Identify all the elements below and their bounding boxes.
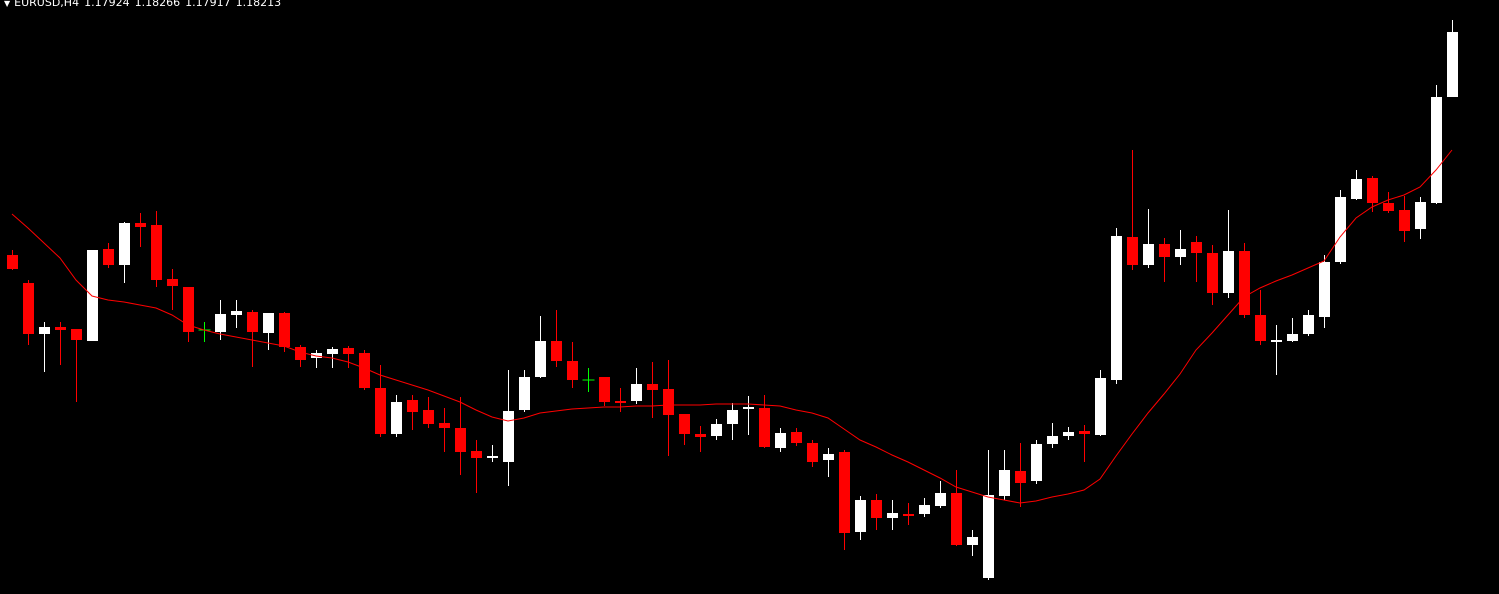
candle-body	[1303, 315, 1314, 334]
candle-body	[1399, 210, 1410, 231]
candle-body	[823, 454, 834, 460]
candle-body	[487, 456, 498, 458]
candle-body	[855, 500, 866, 532]
moving-average	[11, 149, 1453, 504]
candle-body	[871, 500, 882, 518]
candle-body	[1127, 237, 1138, 265]
candle-body	[1255, 315, 1266, 341]
candle-body	[711, 424, 722, 436]
candle-body	[1319, 262, 1330, 317]
candle-body	[1207, 253, 1218, 293]
candle-body	[183, 287, 194, 332]
ohlc-close: 1.18213	[235, 0, 282, 9]
candle-body	[695, 434, 706, 437]
candle-body	[1047, 436, 1058, 444]
candle-body	[1367, 178, 1378, 203]
candle-body	[423, 410, 434, 424]
candle-body	[983, 495, 994, 578]
candle-body	[1287, 334, 1298, 341]
candle-body	[1031, 444, 1042, 481]
candle-body	[999, 470, 1010, 496]
candle-body	[279, 313, 290, 347]
candle-body	[647, 384, 658, 390]
symbol: EURUSD,H4	[14, 0, 80, 9]
candle-body	[903, 514, 914, 516]
candle-body	[599, 377, 610, 402]
candle-body	[1079, 431, 1090, 434]
candle-body	[1175, 249, 1186, 257]
candle-body	[103, 249, 114, 265]
candle-body	[663, 389, 674, 415]
candle-body	[1335, 197, 1346, 262]
candle-body	[1431, 97, 1442, 203]
candle-body	[1015, 471, 1026, 483]
candle-body	[759, 408, 770, 447]
candle-body	[71, 329, 82, 340]
candle-body	[1191, 242, 1202, 253]
ohlc-low: 1.17917	[185, 0, 231, 9]
candle-body	[39, 327, 50, 334]
candle-body	[1063, 432, 1074, 436]
menu-arrow[interactable]: ▼	[4, 0, 11, 8]
candle-body	[535, 341, 546, 377]
candle-body	[87, 250, 98, 341]
chart-header: ▼ EURUSD,H4 1.17924 1.18266 1.17917 1.18213	[4, 0, 286, 9]
candle-body	[439, 423, 450, 428]
candle-body	[1447, 32, 1458, 97]
candle-body	[503, 411, 514, 462]
candle-body	[215, 314, 226, 332]
candle-body	[119, 223, 130, 265]
candle-body	[1159, 244, 1170, 257]
candle-body	[247, 312, 258, 332]
candle-body	[551, 341, 562, 361]
candle-body	[919, 505, 930, 514]
candle-body	[935, 493, 946, 506]
candle-body	[519, 377, 530, 410]
candle-body	[391, 402, 402, 434]
candle-body	[839, 452, 850, 533]
candle-body	[471, 451, 482, 458]
candle-body	[951, 493, 962, 545]
candle-body	[455, 428, 466, 452]
candle-body	[1239, 251, 1250, 315]
candle-body	[807, 443, 818, 462]
candle-body	[407, 400, 418, 412]
candle-body	[295, 347, 306, 360]
candle-body	[1111, 236, 1122, 380]
candle-body	[967, 537, 978, 545]
candle-body	[135, 223, 146, 227]
candle-body	[1095, 378, 1106, 435]
candle-body	[343, 348, 354, 354]
candle-body	[679, 414, 690, 434]
candle-body	[1271, 340, 1282, 342]
candle-body	[327, 349, 338, 354]
candle-body	[263, 313, 274, 333]
candle-body	[23, 283, 34, 334]
candle-body	[231, 311, 242, 315]
ohlc-high: 1.18266	[134, 0, 181, 9]
candle-body	[1223, 251, 1234, 293]
candle-body	[791, 432, 802, 443]
candle-body	[743, 407, 754, 409]
candle-body	[887, 513, 898, 518]
candle-body	[567, 361, 578, 380]
candle-body	[615, 401, 626, 403]
candle-body	[375, 388, 386, 434]
candle-body	[359, 353, 370, 388]
candle-body	[1383, 203, 1394, 211]
candle-body	[55, 327, 66, 330]
candle-body	[7, 255, 18, 269]
candle-body	[311, 353, 322, 358]
candle-body	[1351, 179, 1362, 199]
candle-body	[1415, 202, 1426, 229]
candle-body	[775, 433, 786, 448]
candle-body	[167, 279, 178, 286]
candle-body	[631, 384, 642, 401]
candle-body	[727, 410, 738, 424]
candle-body	[1143, 244, 1154, 265]
ohlc-open: 1.17924	[84, 0, 130, 9]
candle-body	[151, 225, 162, 280]
